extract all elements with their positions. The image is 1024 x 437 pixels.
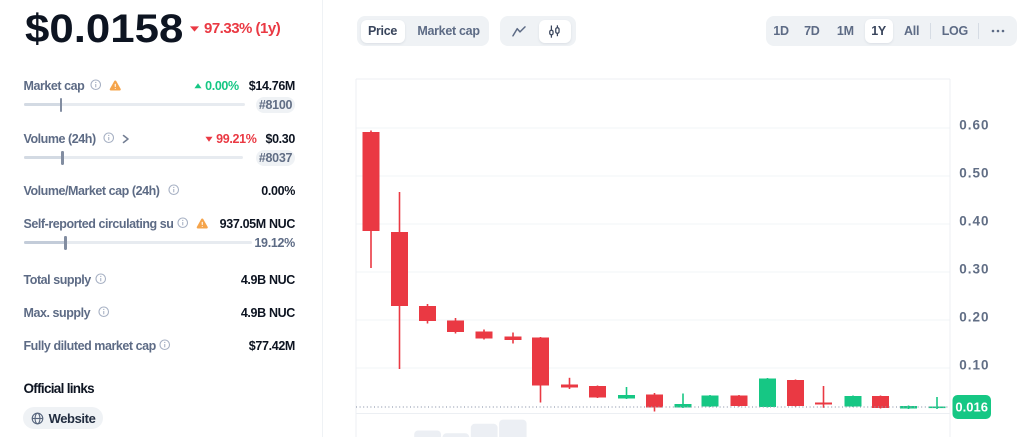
svg-text:0.20: 0.20 <box>959 310 989 325</box>
svg-text:0.40: 0.40 <box>959 214 989 229</box>
svg-text:0.30: 0.30 <box>959 262 989 277</box>
svg-text:0.60: 0.60 <box>959 118 989 133</box>
svg-text:0.50: 0.50 <box>959 166 989 181</box>
svg-text:0.10: 0.10 <box>959 358 989 373</box>
svg-text:0.016: 0.016 <box>955 400 988 415</box>
